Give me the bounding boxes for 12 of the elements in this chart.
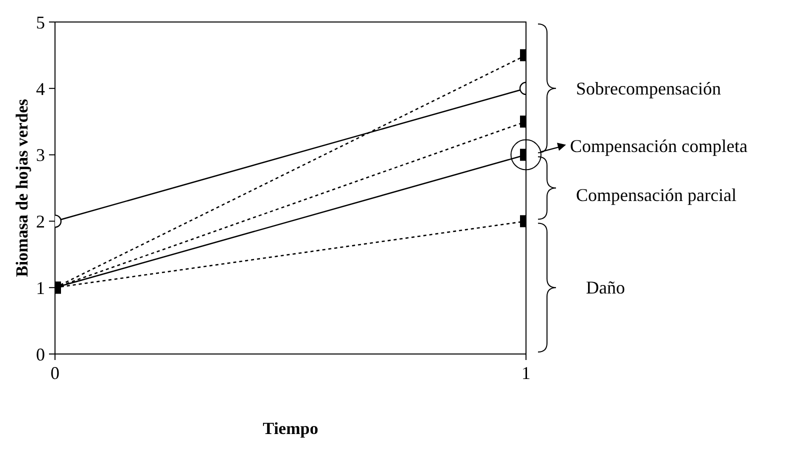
y-tick-label: 2	[36, 212, 45, 232]
y-tick-label: 1	[36, 278, 45, 298]
y-tick-label: 4	[36, 78, 45, 99]
y-tick-label: 3	[36, 145, 45, 166]
text: Daño	[586, 278, 625, 298]
y-tick-label: 5	[36, 12, 45, 32]
x-axis-title: Tiempo	[262, 419, 318, 438]
text: Compensación parcial	[576, 185, 736, 205]
y-tick-label: 0	[36, 344, 45, 364]
text: Sobrecompensación	[576, 78, 721, 98]
annotation: Compensación completa	[570, 136, 748, 156]
y-axis-title: Biomasa de hojas verdes	[12, 98, 32, 278]
